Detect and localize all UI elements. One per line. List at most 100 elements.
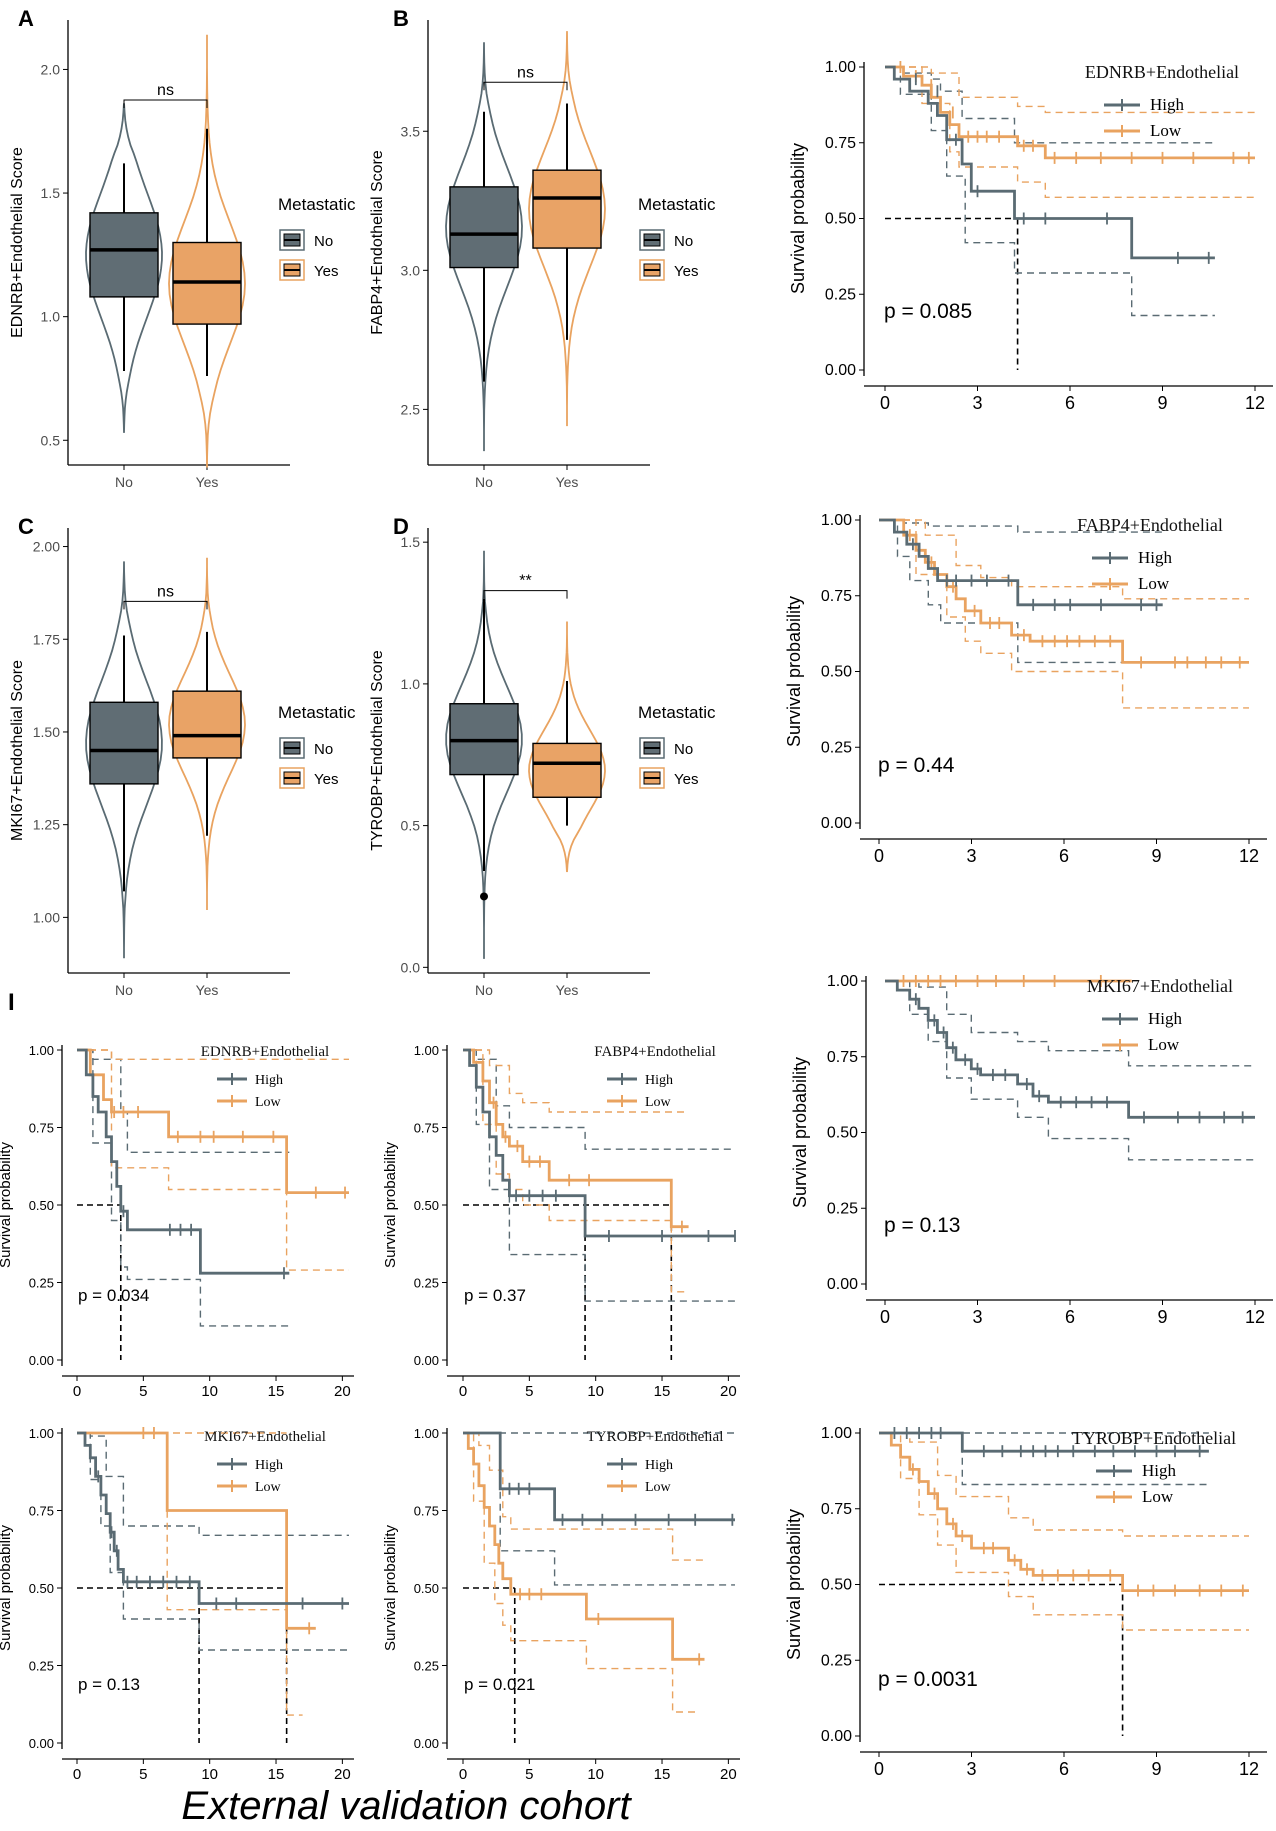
legend-key-outline xyxy=(639,229,665,251)
km-panel-i-ednrb: I 0.00 0.25 0.50 0.75 1.00 0 5 10 15 20 Survival pr… xyxy=(0,989,354,1400)
y-axis-label: MKI67+Endothelial Score xyxy=(9,660,26,841)
ci-lower-low xyxy=(885,66,1255,198)
y-tick-label: 0.50 xyxy=(29,1581,54,1596)
legend-title: Metastatic xyxy=(278,703,356,722)
plot-title: FABP4+Endothelial xyxy=(1077,515,1223,535)
km-panel-i-sub-mki67: 0.00 0.25 0.50 0.75 1.00 0 5 10 15 20 Survival pro… xyxy=(0,1426,354,1783)
survival-curve-low xyxy=(885,65,1255,160)
km-panel-f-fabp4: 0.00 0.25 0.50 0.75 1.00 0 3 6 9 12 Survival proba… xyxy=(784,512,1267,866)
ci-upper-low xyxy=(463,1432,705,1561)
survival-curve-low xyxy=(77,1431,316,1630)
box-no xyxy=(449,186,519,269)
x-tick-label: 0 xyxy=(459,1766,467,1783)
x-tick-label: Yes xyxy=(196,474,219,490)
x-tick-label: No xyxy=(475,982,493,998)
legend-label-low: Low xyxy=(1142,1487,1174,1506)
plot-title: EDNRB+Endothelial xyxy=(201,1044,329,1060)
significance-label: ns xyxy=(517,64,534,81)
ci-lower-high xyxy=(77,1432,349,1651)
y-tick-label: 0.5 xyxy=(401,818,421,834)
x-tick-label: No xyxy=(115,474,133,490)
violin-panel-d: D 0.0 0.5 1.0 1.5 No Yes TYROBP+Endothelial Sco… xyxy=(369,514,716,998)
p-value: p = 0.034 xyxy=(78,1286,149,1305)
survival-curve-high xyxy=(885,979,1255,1119)
panel-label: B xyxy=(393,6,409,31)
survival-curve-high xyxy=(885,65,1215,260)
legend-key-outline xyxy=(639,259,665,281)
y-axis-label: Survival probability xyxy=(784,1509,804,1660)
legend-label-high: High xyxy=(1138,548,1173,567)
x-tick-label: 10 xyxy=(201,1383,218,1400)
x-tick-label: 6 xyxy=(1065,393,1075,413)
x-tick-label: 15 xyxy=(654,1766,671,1783)
significance-label: ns xyxy=(157,82,174,99)
x-tick-label: 0 xyxy=(73,1766,81,1783)
y-tick-label: 1.75 xyxy=(33,631,60,647)
y-tick-label: 0.00 xyxy=(414,1353,439,1368)
ci-lower-high xyxy=(77,1049,290,1327)
violin-no xyxy=(85,561,163,959)
y-tick-label: 0.75 xyxy=(821,1501,852,1518)
y-axis-label: Survival probability xyxy=(790,1057,810,1208)
y-tick-label: 0.50 xyxy=(29,1198,54,1213)
x-tick-label: 3 xyxy=(972,393,982,413)
survival-curve-high xyxy=(77,1431,349,1605)
y-tick-label: 0.75 xyxy=(821,588,852,605)
box-no xyxy=(89,212,159,298)
y-tick-label: 0.50 xyxy=(825,211,856,228)
x-tick-label: 0 xyxy=(880,393,890,413)
y-tick-label: 0.25 xyxy=(414,1659,439,1674)
panel-label: I xyxy=(8,989,15,1016)
ci-lower-low xyxy=(77,1432,303,1716)
box-yes xyxy=(532,742,602,798)
x-tick-label: 12 xyxy=(1245,393,1265,413)
ci-lower-high xyxy=(879,519,1163,664)
y-tick-label: 3.5 xyxy=(401,123,421,139)
y-tick-label: 0.50 xyxy=(821,664,852,681)
legend-label-high: High xyxy=(255,1458,283,1473)
y-axis-label: EDNRB+Endothelial Score xyxy=(9,147,26,338)
legend-key-outline xyxy=(279,737,305,759)
y-axis-label: TYROBP+Endothelial Score xyxy=(369,650,386,851)
ci-lower-low xyxy=(879,1432,1249,1631)
legend-item-label: Yes xyxy=(314,771,338,788)
violin-yes xyxy=(168,34,246,468)
ci-upper-high xyxy=(885,66,1215,144)
legend-item-label: No xyxy=(674,233,693,250)
ci-upper-high xyxy=(885,980,1255,1067)
x-tick-label: 9 xyxy=(1157,1307,1167,1327)
x-tick-label: 10 xyxy=(587,1766,604,1783)
y-tick-label: 1.50 xyxy=(33,724,60,740)
outlier-point xyxy=(480,892,488,901)
x-tick-label: Yes xyxy=(196,982,219,998)
x-tick-label: 20 xyxy=(720,1383,737,1400)
survival-curve-low xyxy=(879,1431,1249,1592)
ci-upper-low xyxy=(885,66,1255,114)
y-tick-label: 1.00 xyxy=(821,1425,852,1442)
x-tick-label: 0 xyxy=(874,846,884,866)
y-tick-label: 0.75 xyxy=(29,1121,54,1136)
y-axis-label: Survival probability xyxy=(0,1142,14,1268)
legend-title: Metastatic xyxy=(278,195,356,214)
x-tick-label: 9 xyxy=(1151,846,1161,866)
y-tick-label: 0.25 xyxy=(825,286,856,303)
ci-lower-high xyxy=(885,66,1215,317)
x-tick-label: 20 xyxy=(334,1766,351,1783)
x-tick-label: 3 xyxy=(966,1759,976,1779)
y-tick-label: 0.5 xyxy=(41,432,61,448)
y-tick-label: 0.0 xyxy=(401,959,421,975)
legend-label-low: Low xyxy=(1150,121,1182,140)
violin-no xyxy=(445,42,523,452)
survival-curve-low xyxy=(463,1431,705,1661)
km-panel-i-sub-fabp4: 0.00 0.25 0.50 0.75 1.00 0 5 10 15 20 Survival pro… xyxy=(382,1043,740,1400)
significance-label: ns xyxy=(157,583,174,600)
survival-curve-high xyxy=(463,1431,735,1522)
y-tick-label: 0.75 xyxy=(29,1504,54,1519)
legend-label-high: High xyxy=(255,1073,283,1088)
p-value: p = 0.37 xyxy=(464,1286,526,1305)
ci-lower-low xyxy=(77,1049,349,1271)
x-tick-label: 5 xyxy=(139,1383,147,1400)
plot-title: TYROBP+Endothelial xyxy=(587,1429,724,1445)
x-tick-label: Yes xyxy=(556,982,579,998)
